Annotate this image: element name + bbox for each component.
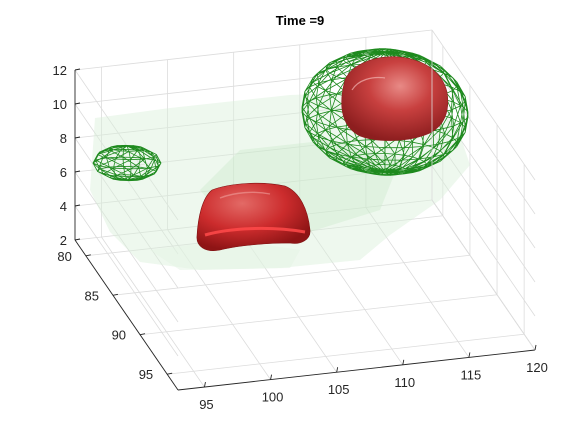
gridline <box>299 214 404 366</box>
y-tick-mark <box>112 293 119 296</box>
chart-title: Time =9 <box>276 13 325 28</box>
x-tick-label: 120 <box>526 360 548 375</box>
z-tick-mark <box>74 68 81 71</box>
z-tick-label: 2 <box>60 233 67 248</box>
x-tick-label: 100 <box>262 390 284 405</box>
gridline <box>167 333 525 375</box>
solid-surface-right <box>341 56 449 141</box>
tick-labels: 95 100 105 110 115 120 80 85 90 95 2 4 6 8 10 12 <box>53 63 548 412</box>
gridline <box>74 29 433 71</box>
y-tick-label: 95 <box>139 367 153 382</box>
z-tick-mark <box>74 238 81 241</box>
gridline <box>74 205 179 357</box>
gridline <box>431 63 536 215</box>
x-tick-mark <box>270 374 272 380</box>
z-tick-mark <box>74 170 81 173</box>
x-tick-label: 95 <box>199 397 213 412</box>
z-tick-label: 6 <box>60 165 67 180</box>
x-tick-mark <box>204 381 206 388</box>
z-tick-label: 4 <box>60 199 67 214</box>
x-tick-mark <box>402 359 405 365</box>
gridline <box>431 29 536 181</box>
z-tick-label: 12 <box>53 63 67 78</box>
y-tick-label: 80 <box>57 249 71 264</box>
y-tick-mark <box>139 333 146 336</box>
x-tick-label: 110 <box>394 375 415 390</box>
gridline <box>101 236 205 388</box>
z-tick-mark <box>74 136 81 139</box>
z-tick-mark <box>74 102 81 105</box>
y-tick-mark <box>167 372 173 375</box>
y-axis-line <box>74 239 179 391</box>
wireframe-surface-right <box>301 48 469 176</box>
y-tick-label: 90 <box>112 328 126 343</box>
x-tick-label: 105 <box>328 382 350 397</box>
box-edge <box>431 199 536 351</box>
z-tick-mark <box>74 204 81 207</box>
gridline <box>74 171 179 323</box>
gridline <box>140 294 498 336</box>
x-tick-mark <box>534 344 537 351</box>
x-axis-line <box>177 349 536 391</box>
x-tick-mark <box>468 352 471 358</box>
gridline <box>431 165 536 317</box>
wireframe-mesh <box>301 48 469 176</box>
y-tick-label: 85 <box>84 288 98 303</box>
wireframe-mesh <box>92 144 162 182</box>
gridline <box>74 137 179 289</box>
z-tick-label: 10 <box>53 97 67 112</box>
x-tick-label: 115 <box>461 367 482 382</box>
gridline <box>431 131 536 283</box>
axes <box>74 30 536 391</box>
solid-surface-left <box>196 182 311 251</box>
y-tick-mark <box>85 254 91 257</box>
z-tick-label: 8 <box>60 131 67 146</box>
x-tick-mark <box>336 367 339 373</box>
wireframe-surface-left <box>92 144 162 182</box>
gridline <box>112 254 470 296</box>
gridline <box>365 207 470 358</box>
